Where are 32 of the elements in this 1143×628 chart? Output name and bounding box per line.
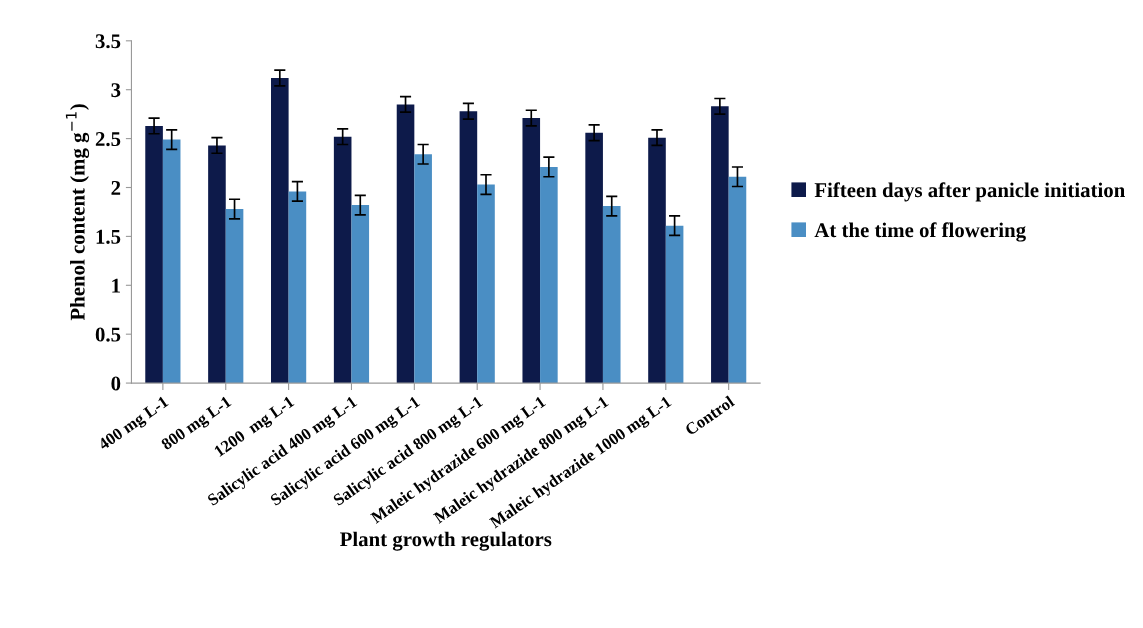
bar <box>333 136 352 384</box>
bar <box>585 132 603 384</box>
bar <box>271 77 289 384</box>
y-tick-label: 2 <box>111 180 121 195</box>
y-axis-title: Phenol content (mg g$^{−1}$) <box>65 104 90 321</box>
bar <box>288 191 307 384</box>
y-tick-label: 0 <box>111 376 121 391</box>
bar <box>208 145 226 384</box>
bar <box>602 206 621 384</box>
bar <box>225 209 244 384</box>
bar <box>351 205 370 384</box>
bar <box>540 166 558 384</box>
y-tick-label: 3 <box>111 83 121 98</box>
y-tick-label: 2.5 <box>95 132 121 147</box>
bar <box>162 139 181 384</box>
legend-label: Fifteen days after panicle initiation <box>814 182 1125 202</box>
bar <box>728 176 747 384</box>
y-tick-label: 3.5 <box>95 34 121 49</box>
y-tick-label: 1.5 <box>96 229 121 244</box>
bar <box>477 184 495 384</box>
bar <box>665 225 684 384</box>
bar <box>145 125 163 384</box>
bar <box>459 111 478 384</box>
bar <box>522 118 541 384</box>
bar <box>711 106 729 384</box>
bar <box>648 137 666 384</box>
y-tick-label: 0.5 <box>95 327 121 342</box>
bar <box>396 104 415 384</box>
x-axis-title: Plant growth regulators <box>340 531 552 551</box>
y-tick-label: 1 <box>112 278 120 293</box>
legend-label: At the time of flowering <box>814 222 1026 242</box>
bar <box>414 154 432 384</box>
